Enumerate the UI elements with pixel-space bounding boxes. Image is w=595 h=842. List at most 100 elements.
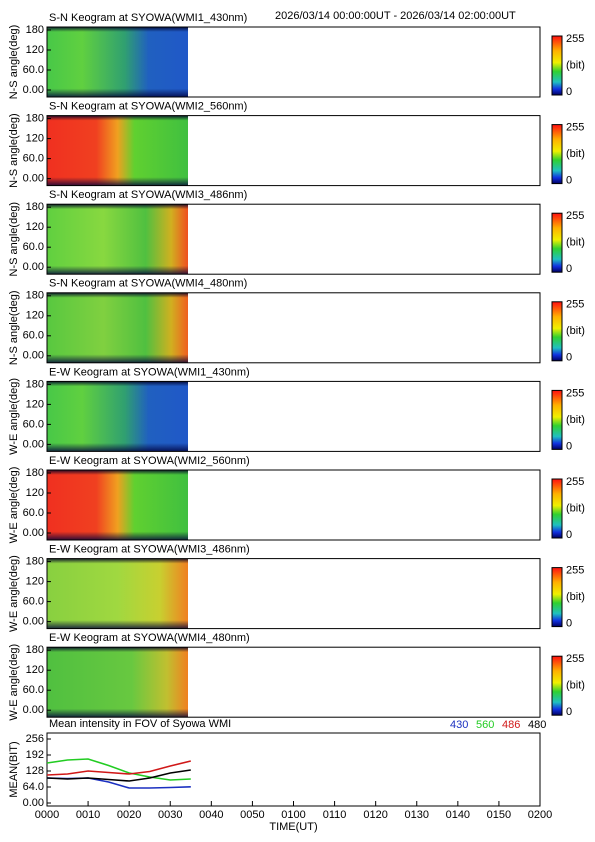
legend-entry: 486 xyxy=(502,719,520,731)
colorbar xyxy=(551,567,563,628)
y-tick-label: 0.00 xyxy=(23,527,44,539)
panel-frame xyxy=(46,558,541,630)
keogram-shade xyxy=(47,115,188,186)
legend-entry: 430 xyxy=(450,719,468,731)
colorbar-unit: (bit) xyxy=(566,148,585,160)
colorbar-unit: (bit) xyxy=(566,237,585,249)
keogram-shade xyxy=(47,647,188,718)
y-tick-label: 60.0 xyxy=(23,418,44,430)
colorbar xyxy=(551,212,563,273)
panel-frame xyxy=(46,115,541,187)
x-tick-label: 0130 xyxy=(405,809,429,821)
colorbar-max: 255 xyxy=(566,122,584,134)
colorbar-max: 255 xyxy=(566,210,584,222)
x-tick-label: 0010 xyxy=(76,809,100,821)
x-tick-label: 0150 xyxy=(487,809,511,821)
keogram-shade xyxy=(47,558,188,629)
legend-entry: 480 xyxy=(528,719,546,731)
y-tick-label: 180 xyxy=(26,378,44,390)
y-tick-label: 180 xyxy=(26,201,44,213)
y-tick-label: 180 xyxy=(26,467,44,479)
chart-title: Mean intensity in FOV of Syowa WMI xyxy=(49,718,231,730)
x-axis-label: TIME(UT) xyxy=(269,821,317,833)
y-tick-label: 60.0 xyxy=(23,64,44,76)
colorbar xyxy=(551,35,563,96)
colorbar-unit: (bit) xyxy=(566,502,585,514)
y-tick-label: 120 xyxy=(26,221,44,233)
colorbar xyxy=(551,124,563,185)
y-tick-label: 120 xyxy=(26,133,44,145)
colorbar-min: 0 xyxy=(566,86,572,98)
y-tick-label: 60.0 xyxy=(23,507,44,519)
panel-title: E-W Keogram at SYOWA(WMI1_430nm) xyxy=(49,366,250,378)
x-tick-label: 0050 xyxy=(240,809,264,821)
colorbar xyxy=(551,301,563,362)
y-tick-label: 180 xyxy=(26,24,44,36)
colorbar-min: 0 xyxy=(566,618,572,630)
y-axis-label: W-E angle(deg) xyxy=(8,644,20,721)
keogram-shade xyxy=(47,27,188,97)
keogram-shade xyxy=(47,204,188,275)
panel-title: E-W Keogram at SYOWA(WMI3_486nm) xyxy=(49,544,250,556)
x-tick-label: 0120 xyxy=(363,809,387,821)
panel-frame xyxy=(46,26,541,98)
y-tick-label: 192 xyxy=(26,749,44,761)
y-tick-label: 120 xyxy=(26,44,44,56)
colorbar xyxy=(551,389,563,450)
keogram-shade xyxy=(47,470,188,540)
colorbar-max: 255 xyxy=(566,387,584,399)
y-tick-label: 120 xyxy=(26,576,44,588)
panel-frame xyxy=(46,646,541,718)
y-tick-label: 128 xyxy=(26,765,44,777)
y-axis-label: W-E angle(deg) xyxy=(8,467,20,544)
y-tick-label: 120 xyxy=(26,664,44,676)
colorbar-min: 0 xyxy=(566,175,572,187)
y-tick-label: 64.0 xyxy=(23,781,44,793)
time-range: 2026/03/14 00:00:00UT - 2026/03/14 02:00… xyxy=(275,10,516,22)
y-tick-label: 0.00 xyxy=(23,797,44,809)
y-tick-label: 0.00 xyxy=(23,438,44,450)
y-tick-label: 60.0 xyxy=(23,596,44,608)
y-tick-label: 60.0 xyxy=(23,241,44,253)
y-tick-label: 120 xyxy=(26,487,44,499)
y-axis-label: MEAN(BIT) xyxy=(8,741,20,797)
colorbar-min: 0 xyxy=(566,440,572,452)
y-tick-label: 180 xyxy=(26,644,44,656)
y-tick-label: 0.00 xyxy=(23,704,44,716)
x-tick-label: 0000 xyxy=(35,809,59,821)
y-axis-label: N-S angle(deg) xyxy=(8,25,20,100)
panel-title: S-N Keogram at SYOWA(WMI4_480nm) xyxy=(49,278,247,290)
colorbar xyxy=(551,655,563,716)
colorbar xyxy=(551,478,563,539)
y-tick-label: 0.00 xyxy=(23,84,44,96)
colorbar-max: 255 xyxy=(566,653,584,665)
x-tick-label: 0110 xyxy=(323,809,347,821)
colorbar-unit: (bit) xyxy=(566,59,585,71)
colorbar-min: 0 xyxy=(566,529,572,541)
y-axis-label: W-E angle(deg) xyxy=(8,555,20,632)
panel-title: S-N Keogram at SYOWA(WMI3_486nm) xyxy=(49,189,247,201)
panel-frame xyxy=(46,469,541,541)
panel-title: S-N Keogram at SYOWA(WMI2_560nm) xyxy=(49,101,247,113)
y-tick-label: 180 xyxy=(26,556,44,568)
y-tick-label: 60.0 xyxy=(23,330,44,342)
y-tick-label: 180 xyxy=(26,290,44,302)
panel-frame xyxy=(46,203,541,275)
y-tick-label: 180 xyxy=(26,113,44,125)
x-tick-label: 0100 xyxy=(281,809,305,821)
colorbar-max: 255 xyxy=(566,476,584,488)
colorbar-unit: (bit) xyxy=(566,591,585,603)
y-axis-label: N-S angle(deg) xyxy=(8,291,20,366)
y-tick-label: 256 xyxy=(26,733,44,745)
y-tick-label: 60.0 xyxy=(23,684,44,696)
colorbar-min: 0 xyxy=(566,352,572,364)
panel-frame xyxy=(46,292,541,364)
legend-entry: 560 xyxy=(476,719,494,731)
colorbar-unit: (bit) xyxy=(566,414,585,426)
colorbar-max: 255 xyxy=(566,33,584,45)
x-tick-label: 0140 xyxy=(446,809,470,821)
keogram-shade xyxy=(47,292,188,363)
series-line xyxy=(46,758,191,781)
colorbar-unit: (bit) xyxy=(566,680,585,692)
